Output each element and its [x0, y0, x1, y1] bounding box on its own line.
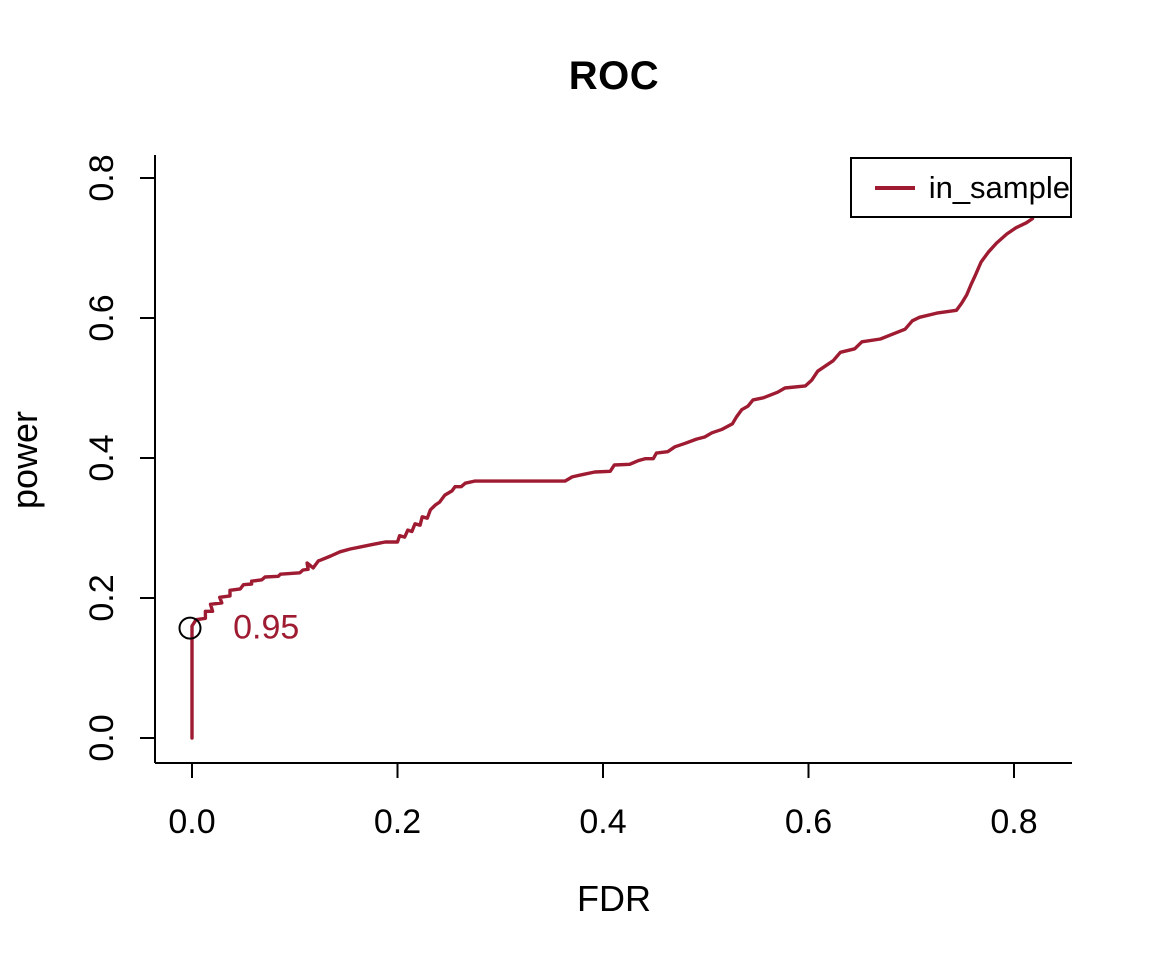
x-tick-label: 0.8	[990, 803, 1037, 841]
chart-title: ROC	[568, 54, 660, 98]
x-axis-title: FDR	[577, 878, 651, 919]
y-tick-label: 0.8	[83, 154, 121, 201]
x-tick-label: 0.0	[168, 803, 215, 841]
y-tick-label: 0.2	[83, 574, 121, 621]
y-tick-label: 0.4	[83, 434, 121, 481]
threshold-annotation: 0.95	[233, 608, 300, 647]
x-tick-label: 0.6	[785, 803, 832, 841]
threshold-marker-icon	[178, 616, 202, 640]
x-tick-label: 0.4	[579, 803, 626, 841]
roc-curve	[190, 216, 1035, 740]
y-tick-label: 0.0	[83, 714, 121, 761]
legend-line-swatch	[875, 185, 915, 190]
legend: in_sample	[850, 157, 1072, 218]
y-axis-title: power	[4, 410, 45, 510]
x-tick-label: 0.2	[374, 803, 421, 841]
y-tick-label: 0.6	[83, 294, 121, 341]
legend-entry-label: in_sample	[928, 169, 1070, 205]
